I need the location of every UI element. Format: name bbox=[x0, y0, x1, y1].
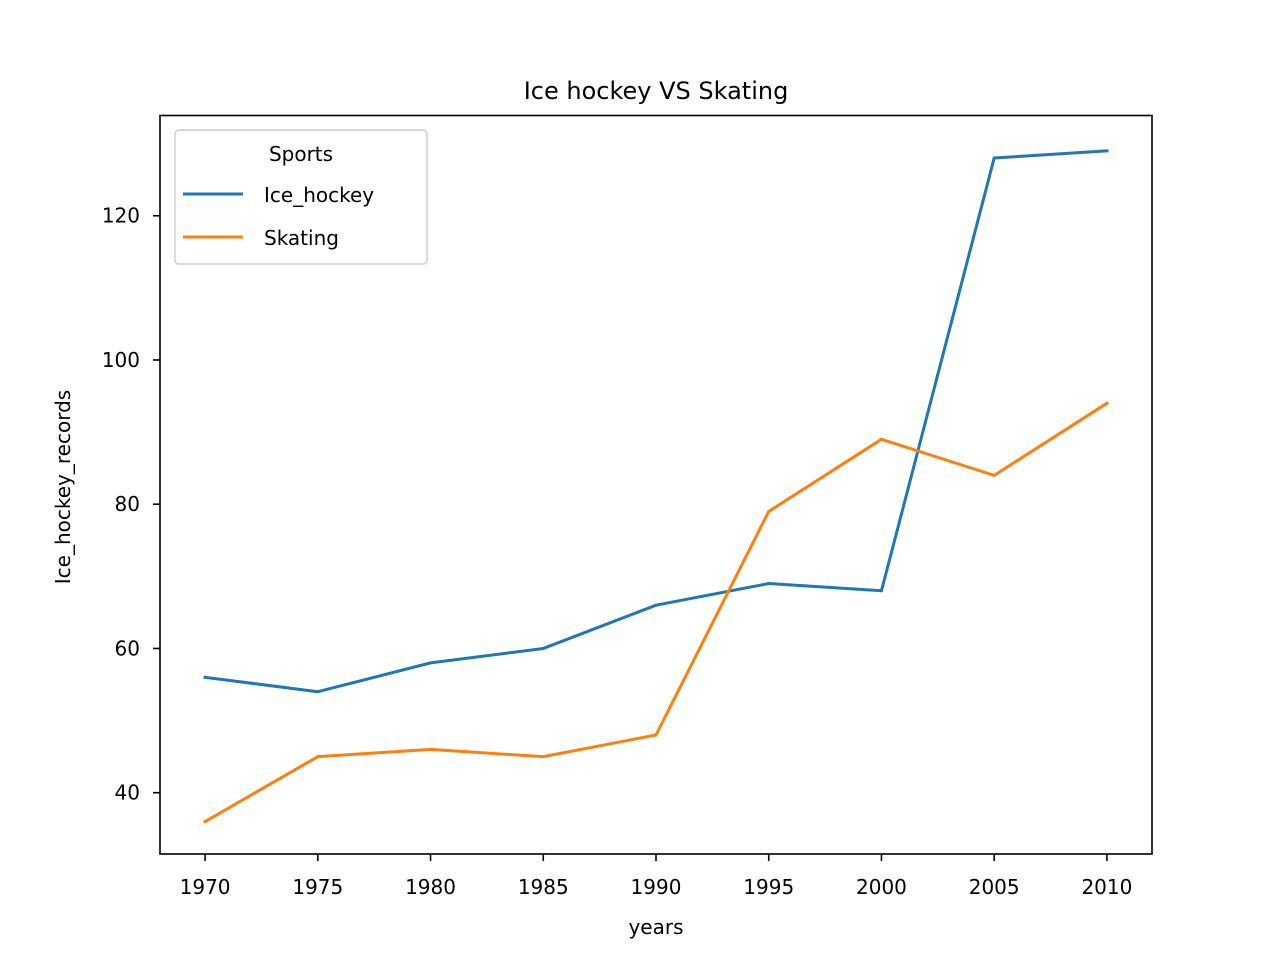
data-point-ice-hockey bbox=[879, 589, 883, 593]
data-point-ice-hockey bbox=[992, 156, 996, 160]
x-tick-label: 1970 bbox=[180, 875, 231, 899]
y-tick-label: 60 bbox=[115, 636, 140, 660]
data-point-skating bbox=[767, 509, 771, 513]
x-tick-label: 2000 bbox=[856, 875, 907, 899]
data-point-ice-hockey bbox=[316, 690, 320, 694]
legend: Sports Ice_hockey Skating bbox=[174, 129, 428, 265]
data-point-ice-hockey bbox=[654, 603, 658, 607]
legend-label-skating: Skating bbox=[264, 226, 339, 250]
legend-title: Sports bbox=[269, 142, 333, 166]
y-axis-label: Ice_hockey_records bbox=[51, 390, 75, 584]
x-tick-label: 2005 bbox=[969, 875, 1020, 899]
data-point-skating bbox=[203, 820, 207, 824]
series-line-skating bbox=[203, 401, 1109, 824]
data-point-ice-hockey bbox=[203, 675, 207, 679]
data-point-skating bbox=[992, 473, 996, 477]
data-point-skating bbox=[541, 755, 545, 759]
y-tick-label: 100 bbox=[102, 348, 140, 372]
x-tick-label: 1985 bbox=[518, 875, 569, 899]
x-axis-label: years bbox=[628, 915, 683, 939]
data-point-ice-hockey bbox=[767, 582, 771, 586]
x-axis: 1970 1975 1980 1985 1990 1995 2000 2005 2010 bbox=[180, 854, 1132, 899]
legend-label-ice-hockey: Ice_hockey bbox=[264, 183, 374, 207]
y-tick-label: 80 bbox=[115, 492, 140, 516]
data-point-skating bbox=[429, 747, 433, 751]
y-tick-label: 40 bbox=[115, 781, 140, 805]
x-tick-label: 1995 bbox=[743, 875, 794, 899]
x-tick-label: 1990 bbox=[631, 875, 682, 899]
x-tick-label: 1980 bbox=[405, 875, 456, 899]
data-point-skating bbox=[654, 733, 658, 737]
chart-title: Ice hockey VS Skating bbox=[524, 77, 789, 105]
data-point-skating bbox=[316, 755, 320, 759]
legend-box bbox=[174, 129, 428, 265]
x-tick-label: 2010 bbox=[1081, 875, 1132, 899]
data-point-ice-hockey bbox=[1105, 149, 1109, 153]
data-point-skating bbox=[879, 437, 883, 441]
y-tick-label: 120 bbox=[102, 204, 140, 228]
x-tick-label: 1975 bbox=[292, 875, 343, 899]
data-point-ice-hockey bbox=[541, 646, 545, 650]
data-point-skating bbox=[1105, 401, 1109, 405]
y-axis: 40 60 80 100 120 bbox=[102, 204, 160, 805]
plot-area bbox=[203, 149, 1109, 824]
data-point-ice-hockey bbox=[429, 661, 433, 665]
